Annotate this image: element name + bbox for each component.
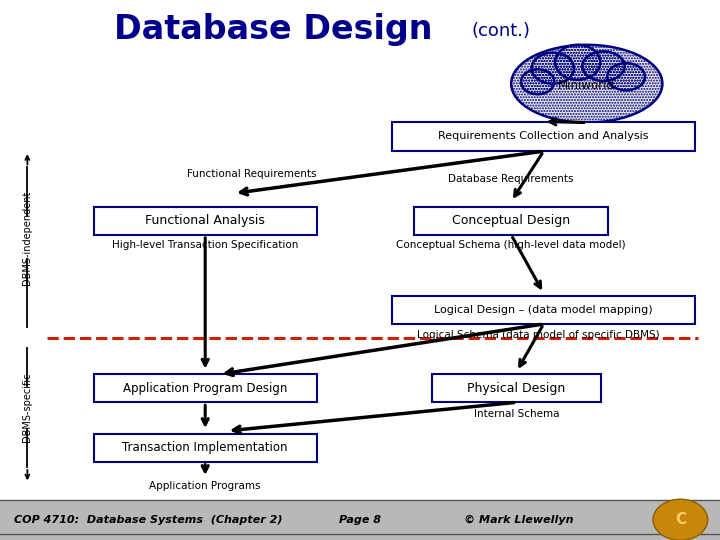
Text: Application Program Design: Application Program Design <box>123 382 287 395</box>
Ellipse shape <box>555 45 600 80</box>
Text: Application Programs: Application Programs <box>150 481 261 491</box>
Text: Miniworld: Miniworld <box>558 79 616 92</box>
FancyBboxPatch shape <box>94 374 317 402</box>
Text: DBMS-specific: DBMS-specific <box>22 373 32 442</box>
Text: (cont.): (cont.) <box>472 22 531 40</box>
Text: © Mark Llewellyn: © Mark Llewellyn <box>464 515 573 525</box>
Bar <box>0 500 720 540</box>
Ellipse shape <box>521 69 554 94</box>
Text: Conceptual Schema (high-level data model): Conceptual Schema (high-level data model… <box>397 240 626 251</box>
Ellipse shape <box>607 63 645 90</box>
Text: High-level Transaction Specification: High-level Transaction Specification <box>112 240 298 251</box>
Text: C: C <box>675 512 686 527</box>
Text: Database Design: Database Design <box>114 13 433 46</box>
Text: Logical Schema (data model of specific DBMS): Logical Schema (data model of specific D… <box>417 330 660 341</box>
Text: Database Requirements: Database Requirements <box>449 173 574 184</box>
Circle shape <box>653 499 708 540</box>
Text: Requirements Collection and Analysis: Requirements Collection and Analysis <box>438 131 649 141</box>
Text: Logical Design – (data model mapping): Logical Design – (data model mapping) <box>434 305 653 315</box>
FancyBboxPatch shape <box>432 374 601 402</box>
Ellipse shape <box>582 51 625 81</box>
FancyBboxPatch shape <box>94 207 317 235</box>
Text: Functional Analysis: Functional Analysis <box>145 214 265 227</box>
FancyBboxPatch shape <box>392 122 695 151</box>
Ellipse shape <box>511 45 662 123</box>
Text: Functional Requirements: Functional Requirements <box>187 168 317 179</box>
Text: Physical Design: Physical Design <box>467 382 566 395</box>
Text: Internal Schema: Internal Schema <box>474 409 559 419</box>
FancyBboxPatch shape <box>94 434 317 462</box>
Text: DBMS-independent: DBMS-independent <box>22 191 32 285</box>
Text: COP 4710:  Database Systems  (Chapter 2): COP 4710: Database Systems (Chapter 2) <box>14 515 283 525</box>
Text: Transaction Implementation: Transaction Implementation <box>122 441 288 454</box>
Ellipse shape <box>531 52 574 84</box>
FancyBboxPatch shape <box>414 207 608 235</box>
FancyBboxPatch shape <box>392 296 695 324</box>
Text: Conceptual Design: Conceptual Design <box>452 214 570 227</box>
Text: Page 8: Page 8 <box>339 515 381 525</box>
